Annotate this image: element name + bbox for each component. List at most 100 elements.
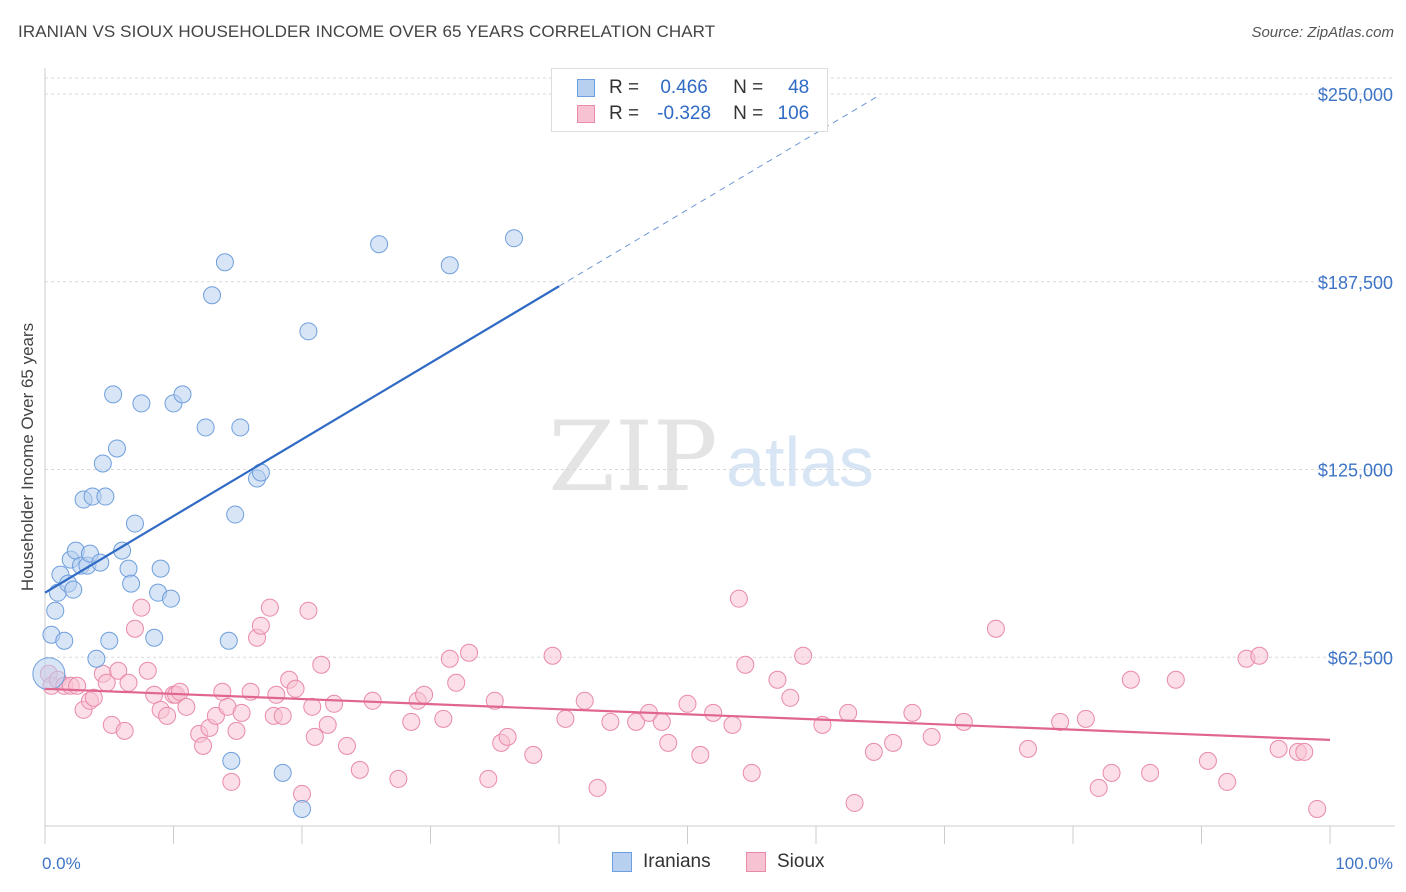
legend-r-value: -0.328 [657, 103, 712, 124]
watermark-zip: ZIP [548, 401, 717, 513]
sioux-point [794, 646, 813, 665]
legend-r-label: R = [609, 103, 640, 124]
iranian-point [196, 418, 215, 437]
y-tick-label: $250,000 [1318, 85, 1393, 105]
sioux-point [986, 619, 1005, 638]
sioux-point [232, 703, 251, 722]
sioux-point [305, 727, 324, 746]
sioux-point [1051, 712, 1070, 731]
sioux-trend-line [44, 687, 1331, 741]
sioux-point [337, 736, 356, 755]
iranian-point [32, 657, 66, 691]
iranian-point [107, 439, 126, 458]
sioux-point [299, 601, 318, 620]
sioux-point [485, 691, 504, 710]
sioux-point [125, 619, 144, 638]
iranians-swatch [577, 79, 595, 97]
sioux-point [781, 688, 800, 707]
sioux-legend-swatch [746, 852, 766, 872]
iranian-point [293, 799, 311, 818]
sioux-point [1308, 799, 1327, 818]
sioux-point [251, 616, 270, 635]
sioux-point [1166, 670, 1185, 689]
series-legend: Iranians Sioux [0, 851, 1406, 877]
sioux-point [556, 709, 575, 728]
sioux-point [286, 679, 305, 698]
iranian-point [151, 559, 170, 578]
sioux-point [273, 706, 292, 725]
y-tick-label: $187,500 [1318, 273, 1393, 293]
sioux-point [440, 649, 459, 668]
sioux-point [115, 721, 134, 740]
iranian-point [119, 559, 138, 578]
iranian-point [87, 649, 106, 668]
sioux-point [194, 736, 213, 755]
sioux-point [601, 712, 620, 731]
sioux-point [864, 742, 883, 761]
sioux-point [1019, 739, 1038, 758]
sioux-point [350, 760, 369, 779]
sioux-point [1102, 763, 1121, 782]
iranian-point [505, 229, 524, 248]
y-tick-label: $125,000 [1318, 461, 1393, 481]
sioux-point [652, 712, 671, 731]
sioux-point [318, 715, 337, 734]
iranian-point [64, 580, 83, 599]
sioux-point [227, 721, 246, 740]
sioux-point [260, 598, 279, 617]
iranian-point [215, 253, 234, 272]
sioux-point [659, 733, 678, 752]
iranian-point [122, 574, 141, 593]
y-tick-label: $62,500 [1328, 648, 1393, 668]
sioux-point [213, 682, 232, 701]
iranian-point [100, 631, 119, 650]
iranian-point [226, 505, 245, 524]
iranian-point [55, 631, 74, 650]
watermark-atlas: atlas [726, 423, 874, 501]
sioux-point [119, 673, 138, 692]
iranian-point [222, 751, 241, 770]
sioux-point [954, 712, 973, 731]
sioux-point [1121, 670, 1140, 689]
legend-item-iranians: Iranians [612, 851, 711, 873]
sioux-swatch [577, 105, 595, 123]
sioux-point [402, 712, 421, 731]
sioux-point [1141, 763, 1160, 782]
iranian-point [299, 322, 318, 341]
sioux-point [736, 655, 755, 674]
sioux-point [845, 793, 864, 812]
iranians-trend-line [44, 285, 560, 594]
legend-item-sioux: Sioux [746, 851, 825, 873]
iranian-point [145, 628, 164, 647]
iranian-point [231, 418, 250, 437]
sioux-point [479, 769, 498, 788]
sioux-point [588, 778, 607, 797]
watermark: ZIP atlas [548, 401, 874, 513]
sioux-point [170, 682, 189, 701]
sioux-point [84, 688, 103, 707]
sioux-point [68, 676, 87, 695]
iranian-point [173, 385, 192, 404]
legend-r-label: R = [609, 77, 640, 98]
sioux-point [1250, 646, 1269, 665]
sioux-point [1269, 739, 1288, 758]
legend-n-label: N = [733, 77, 764, 98]
sioux-point [704, 703, 723, 722]
sioux-point [1076, 709, 1095, 728]
sioux-point [678, 694, 697, 713]
source-label: Source: ZipAtlas.com [1251, 24, 1394, 41]
sioux-point [132, 598, 151, 617]
sioux-point [325, 694, 344, 713]
sioux-point [1198, 751, 1217, 770]
legend-row-iranians: R = 0.466 N = 48 [577, 76, 809, 100]
sioux-point [109, 661, 128, 680]
sioux-point [729, 589, 748, 608]
sioux-point [293, 784, 311, 803]
iranian-point [161, 589, 180, 608]
sioux-point [434, 709, 453, 728]
sioux-point [447, 673, 466, 692]
iranian-point [104, 385, 123, 404]
sioux-point [1218, 772, 1237, 791]
sioux-point [145, 685, 164, 704]
